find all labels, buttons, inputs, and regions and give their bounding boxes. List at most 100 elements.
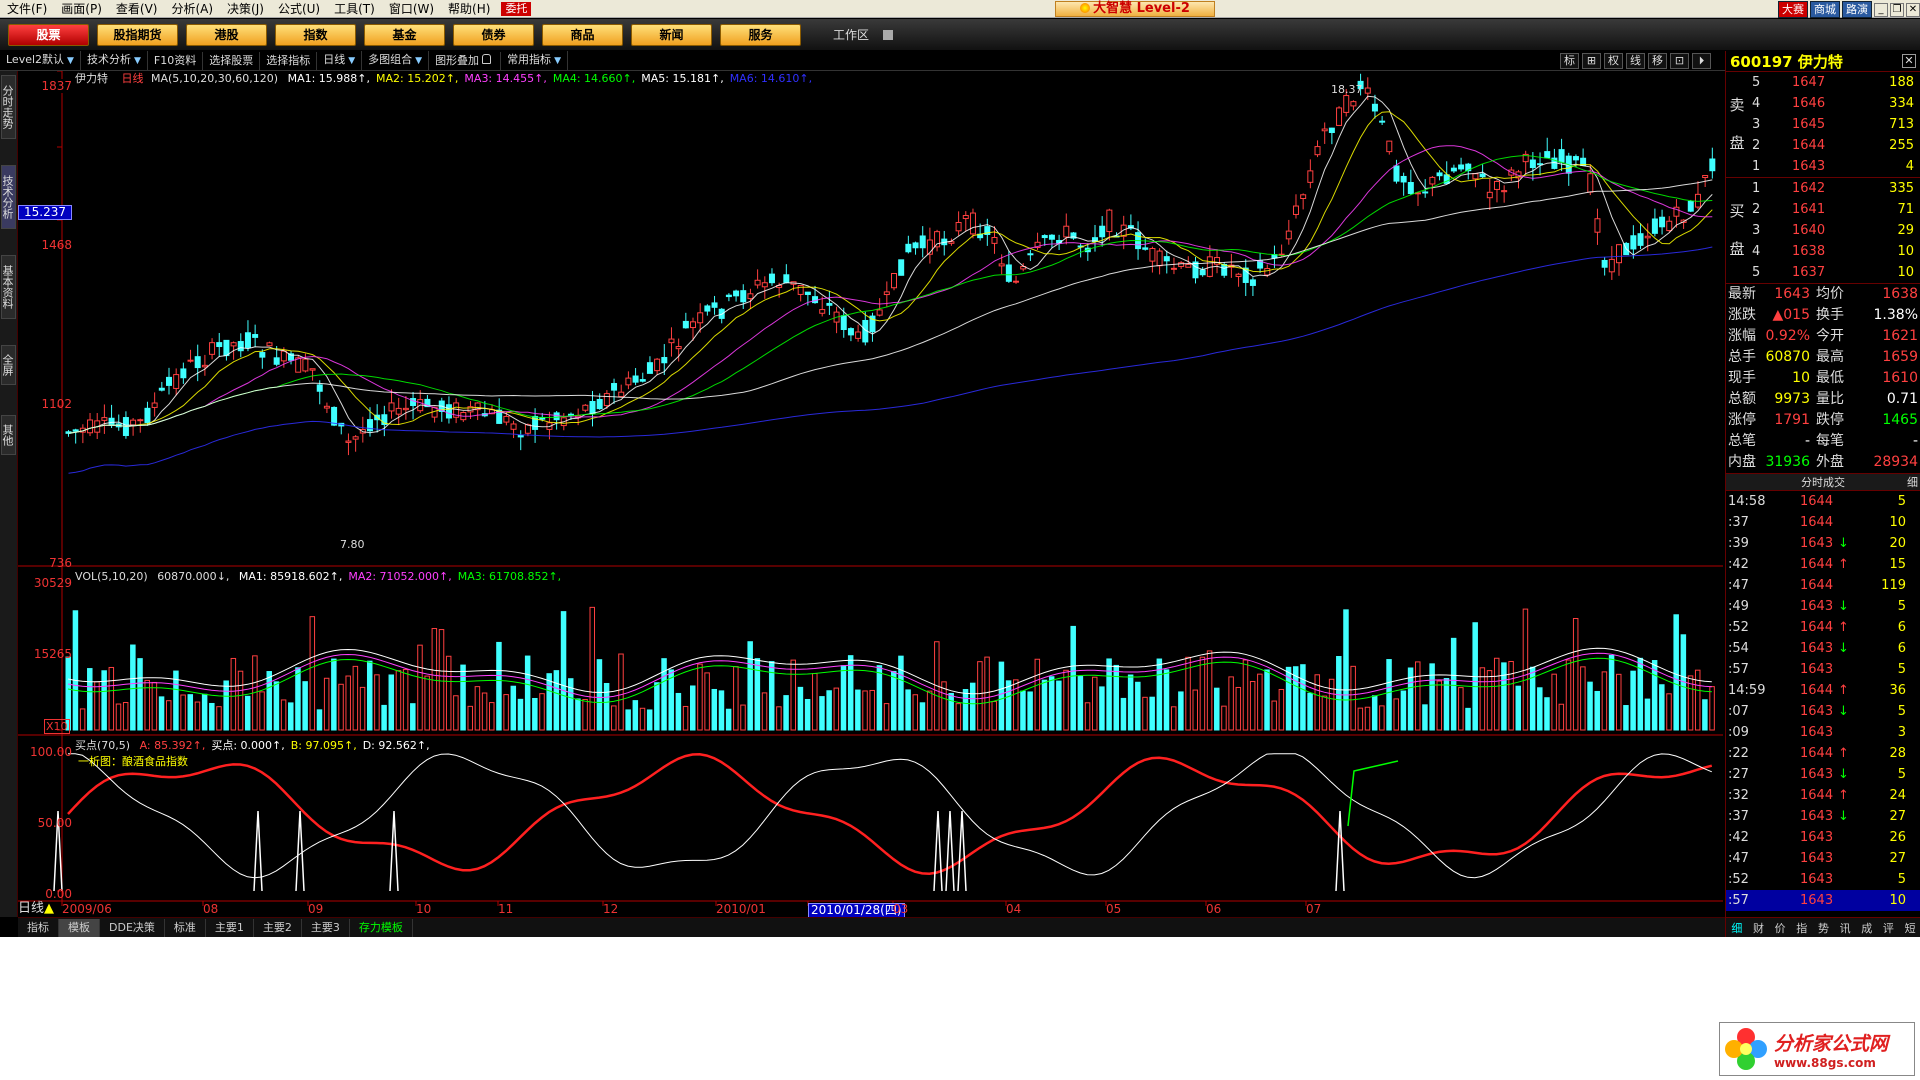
quote-tab[interactable]: 财 <box>1752 921 1764 935</box>
ask-row[interactable]: 5 1647 188 <box>1726 72 1920 93</box>
nav-commodities[interactable]: 商品 <box>542 23 623 46</box>
tick-row[interactable]: :37 1644 10 <box>1726 512 1920 533</box>
tick-row[interactable]: :54 1643 ↓ 6 <box>1726 638 1920 659</box>
rights-icon[interactable]: 权 <box>1604 53 1623 69</box>
tick-row[interactable]: :42 1644 ↑ 15 <box>1726 554 1920 575</box>
quote-tab[interactable]: 评 <box>1882 921 1894 935</box>
menu-analysis[interactable]: 分析(A) <box>171 1 214 16</box>
bid-row[interactable]: 1 1642 335 <box>1726 178 1920 199</box>
menu-formula[interactable]: 公式(U) <box>277 1 321 16</box>
tick-row[interactable]: :39 1643 ↓ 20 <box>1726 533 1920 554</box>
minimize-icon[interactable]: _ <box>1874 2 1888 17</box>
btab-main3[interactable]: 主要3 <box>302 918 350 937</box>
contest-button[interactable]: 大赛 <box>1778 1 1808 18</box>
workspace-label[interactable]: 工作区 <box>833 28 870 42</box>
quote-tab[interactable]: 短 <box>1904 921 1916 935</box>
mall-button[interactable]: 商城 <box>1810 1 1840 18</box>
ask-row[interactable]: 2 1644 255 <box>1726 135 1920 156</box>
menu-window[interactable]: 窗口(W) <box>388 1 435 16</box>
toolbar-select-indicator[interactable]: 选择指标 <box>260 51 318 70</box>
quote-tab[interactable]: 势 <box>1817 921 1829 935</box>
menu-file[interactable]: 文件(F) <box>7 1 48 16</box>
draw-line-icon[interactable]: 线 <box>1626 53 1645 69</box>
tick-row[interactable]: :57 1643 10 <box>1726 890 1920 911</box>
stock-code-name[interactable]: 600197 伊力特 <box>1730 52 1843 71</box>
tick-row[interactable]: :57 1643 5 <box>1726 659 1920 680</box>
btab-main2[interactable]: 主要2 <box>254 918 302 937</box>
toolbar-common-indicators[interactable]: 常用指标 ▼ <box>501 51 568 70</box>
bid-row[interactable]: 3 1640 29 <box>1726 220 1920 241</box>
entrust-button[interactable]: 委托 <box>501 1 532 16</box>
nav-news[interactable]: 新闻 <box>631 23 712 46</box>
tab-fundamentals[interactable]: 基本资料 <box>1 255 16 319</box>
workspace-close-icon[interactable] <box>883 29 894 40</box>
bid-row[interactable]: 4 1638 10 <box>1726 241 1920 262</box>
tick-row[interactable]: 14:58 1644 5 <box>1726 491 1920 512</box>
menu-view-page[interactable]: 画面(P) <box>61 1 102 16</box>
bid-row[interactable]: 2 1641 71 <box>1726 199 1920 220</box>
menu-tools[interactable]: 工具(T) <box>334 1 375 16</box>
window-icon[interactable]: ⊡ <box>1670 53 1689 69</box>
tick-row[interactable]: 14:59 1644 ↑ 36 <box>1726 680 1920 701</box>
menu-view[interactable]: 查看(V) <box>115 1 158 16</box>
tab-other[interactable]: 其他 <box>1 415 16 455</box>
roadshow-button[interactable]: 路演 <box>1842 1 1872 18</box>
btab-dde[interactable]: DDE决策 <box>100 918 165 937</box>
mark-icon[interactable]: 标 <box>1560 53 1579 69</box>
tick-row[interactable]: :47 1644 119 <box>1726 575 1920 596</box>
ask-row[interactable]: 3 1645 713 <box>1726 114 1920 135</box>
menu-help[interactable]: 帮助(H) <box>448 1 491 16</box>
quote-tab[interactable]: 成 <box>1861 921 1873 935</box>
crosshair-icon[interactable]: ⊞ <box>1582 53 1601 69</box>
ticks-detail[interactable]: 细 <box>1907 476 1918 489</box>
nav-funds[interactable]: 基金 <box>364 23 445 46</box>
quote-tab[interactable]: 讯 <box>1839 921 1851 935</box>
btab-indicator[interactable]: 指标 <box>18 918 59 937</box>
tick-row[interactable]: :07 1643 ↓ 5 <box>1726 701 1920 722</box>
nav-bonds[interactable]: 债券 <box>453 23 534 46</box>
toolbar-period[interactable]: 日线 ▼ <box>317 51 363 70</box>
tab-tech-analysis[interactable]: 技术分析 <box>1 165 16 229</box>
tick-row[interactable]: :52 1644 ↑ 6 <box>1726 617 1920 638</box>
quote-tab[interactable]: 价 <box>1774 921 1786 935</box>
tick-row[interactable]: :22 1644 ↑ 28 <box>1726 743 1920 764</box>
tick-row[interactable]: :52 1643 5 <box>1726 869 1920 890</box>
toolbar-tech-analysis[interactable]: 技术分析 ▼ <box>81 51 148 70</box>
btab-standard[interactable]: 标准 <box>165 918 206 937</box>
move-icon[interactable]: 移 <box>1648 53 1667 69</box>
quote-tab[interactable]: 细 <box>1731 921 1743 935</box>
tick-list[interactable]: 14:58 1644 5:37 1644 10:39 1643 ↓ 20:42 1644 ↑ 15:… <box>1726 491 1920 911</box>
tab-intraday[interactable]: 分时走势 <box>1 75 16 139</box>
ask-row[interactable]: 1 1643 4 <box>1726 156 1920 177</box>
menu-decision[interactable]: 决策(J) <box>227 1 264 16</box>
nav-stocks[interactable]: 股票 <box>8 23 89 46</box>
tick-row[interactable]: :09 1643 3 <box>1726 722 1920 743</box>
tick-row[interactable]: :27 1643 ↓ 5 <box>1726 764 1920 785</box>
toolbar-select-stock[interactable]: 选择股票 <box>203 51 261 70</box>
tab-fullscreen[interactable]: 全屏 <box>1 345 16 385</box>
panel-close-icon[interactable]: ✕ <box>1902 54 1916 68</box>
chart-canvas[interactable] <box>18 71 1725 917</box>
toolbar-f10[interactable]: F10资料 <box>148 51 204 70</box>
btab-saved-template[interactable]: 存力模板 <box>350 918 413 937</box>
bid-row[interactable]: 5 1637 10 <box>1726 262 1920 283</box>
ask-row[interactable]: 4 1646 334 <box>1726 93 1920 114</box>
tick-row[interactable]: :42 1643 26 <box>1726 827 1920 848</box>
restore-icon[interactable]: ❐ <box>1890 2 1904 17</box>
nav-index-futures[interactable]: 股指期货 <box>97 23 178 46</box>
nav-index[interactable]: 指数 <box>275 23 356 46</box>
btab-template[interactable]: 模板 <box>59 918 100 937</box>
toolbar-layout[interactable]: Level2默认 ▼ <box>0 51 81 70</box>
close-icon[interactable]: ✕ <box>1906 2 1920 17</box>
tech-analysis-chart[interactable]: 伊力特 日线 MA(5,10,20,30,60,120) MA1: 15.988… <box>18 71 1725 917</box>
tick-row[interactable]: :47 1643 27 <box>1726 848 1920 869</box>
toolbar-multi-chart[interactable]: 多图组合 ▼ <box>362 51 430 70</box>
tick-row[interactable]: :37 1643 ↓ 27 <box>1726 806 1920 827</box>
toolbar-overlay[interactable]: 图形叠加 <box>429 51 502 70</box>
btab-main1[interactable]: 主要1 <box>206 918 254 937</box>
tick-row[interactable]: :49 1643 ↓ 5 <box>1726 596 1920 617</box>
quote-tab[interactable]: 指 <box>1796 921 1808 935</box>
play-icon[interactable]: ⏵ <box>1692 53 1711 69</box>
nav-services[interactable]: 服务 <box>720 23 801 46</box>
tick-row[interactable]: :32 1644 ↑ 24 <box>1726 785 1920 806</box>
